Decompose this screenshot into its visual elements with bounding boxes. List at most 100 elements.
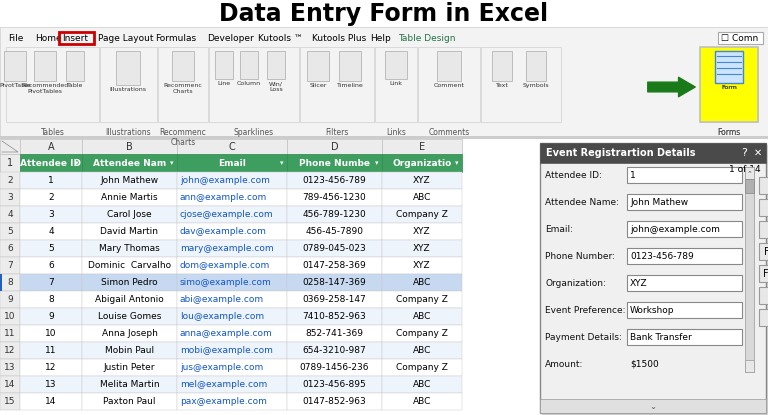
Text: 456-789-1230: 456-789-1230 xyxy=(303,210,366,219)
Text: C: C xyxy=(229,142,235,151)
Text: 7: 7 xyxy=(48,278,54,287)
Bar xyxy=(82,189,177,206)
Bar xyxy=(627,302,742,318)
Text: ABC: ABC xyxy=(413,397,431,406)
Bar xyxy=(759,287,768,304)
Text: 14: 14 xyxy=(5,380,15,389)
Bar xyxy=(382,139,462,154)
Text: 456-45-7890: 456-45-7890 xyxy=(306,227,363,236)
Text: Line: Line xyxy=(217,81,230,86)
Bar xyxy=(627,221,742,237)
Bar xyxy=(715,51,743,83)
Bar xyxy=(287,342,382,359)
Bar xyxy=(382,274,462,291)
Bar xyxy=(718,32,763,44)
Bar xyxy=(382,359,462,376)
Text: Abigail Antonio: Abigail Antonio xyxy=(95,295,164,304)
Bar xyxy=(540,143,766,163)
Bar xyxy=(287,257,382,274)
Text: Anna Joseph: Anna Joseph xyxy=(101,329,157,338)
Text: Illustrations: Illustrations xyxy=(110,87,147,92)
Bar xyxy=(382,393,462,410)
Text: Kutools Plus: Kutools Plus xyxy=(312,34,366,43)
Bar xyxy=(287,154,382,172)
Bar xyxy=(0,206,20,223)
Bar xyxy=(0,393,20,410)
Text: Bank Transfer: Bank Transfer xyxy=(630,332,692,342)
Text: 15: 15 xyxy=(5,397,16,406)
Bar xyxy=(20,359,82,376)
Bar xyxy=(0,139,20,154)
Bar xyxy=(20,189,82,206)
Text: 654-3210-987: 654-3210-987 xyxy=(303,346,366,355)
Text: Email:: Email: xyxy=(545,225,573,234)
Text: Paxton Paul: Paxton Paul xyxy=(103,397,156,406)
Text: Payment Details:: Payment Details: xyxy=(545,332,622,342)
Bar xyxy=(0,359,20,376)
Bar xyxy=(382,308,462,325)
Bar xyxy=(745,167,754,372)
Text: 1 of 14: 1 of 14 xyxy=(730,165,761,174)
Text: 0258-147-369: 0258-147-369 xyxy=(303,278,366,287)
Text: ann@example.com: ann@example.com xyxy=(180,193,267,202)
Text: Simon Pedro: Simon Pedro xyxy=(101,278,157,287)
Text: Slicer: Slicer xyxy=(310,83,326,88)
Bar xyxy=(382,291,462,308)
Bar xyxy=(59,32,94,44)
Bar xyxy=(240,51,258,79)
Text: Company Z: Company Z xyxy=(396,295,448,304)
Text: Attendee Name:: Attendee Name: xyxy=(545,198,619,207)
Bar xyxy=(0,240,20,257)
Text: Workshop: Workshop xyxy=(630,305,674,315)
Text: Forms: Forms xyxy=(717,128,740,137)
Text: ☐ Comn: ☐ Comn xyxy=(721,34,759,42)
Text: 14: 14 xyxy=(45,397,57,406)
Bar xyxy=(0,325,20,342)
Bar xyxy=(20,291,82,308)
Bar xyxy=(82,257,177,274)
Text: abi@example.com: abi@example.com xyxy=(180,295,264,304)
Bar xyxy=(382,189,462,206)
Text: 0789-045-023: 0789-045-023 xyxy=(303,244,366,253)
Text: Data Entry Form in Excel: Data Entry Form in Excel xyxy=(220,2,548,26)
Text: ABC: ABC xyxy=(413,380,431,389)
Text: 5: 5 xyxy=(7,227,13,236)
Text: ▾: ▾ xyxy=(170,160,174,166)
Text: Table: Table xyxy=(67,83,83,88)
Text: Annie Martis: Annie Martis xyxy=(101,193,157,202)
Bar xyxy=(82,223,177,240)
Bar xyxy=(700,47,758,122)
Text: 7410-852-963: 7410-852-963 xyxy=(303,312,366,321)
Bar xyxy=(287,376,382,393)
Text: 12: 12 xyxy=(5,346,15,355)
Text: John Mathew: John Mathew xyxy=(101,176,158,185)
Bar xyxy=(759,177,768,194)
Bar xyxy=(82,325,177,342)
Bar xyxy=(382,257,462,274)
Text: Attendee Nam: Attendee Nam xyxy=(93,159,166,168)
Bar xyxy=(745,360,754,372)
Text: 5: 5 xyxy=(48,244,54,253)
Text: Phone Number:: Phone Number: xyxy=(545,251,615,261)
Text: Event Preference:: Event Preference: xyxy=(545,305,625,315)
Bar xyxy=(287,291,382,308)
Bar xyxy=(20,139,82,154)
Text: cjose@example.com: cjose@example.com xyxy=(180,210,273,219)
Text: 0123-456-895: 0123-456-895 xyxy=(303,380,366,389)
Text: 3: 3 xyxy=(48,210,54,219)
Text: Mobin Paul: Mobin Paul xyxy=(105,346,154,355)
Text: 10: 10 xyxy=(45,329,57,338)
Bar xyxy=(382,154,462,172)
Text: XYZ: XYZ xyxy=(630,278,647,288)
Bar xyxy=(287,139,382,154)
Text: 1: 1 xyxy=(7,158,13,168)
Text: 0789-1456-236: 0789-1456-236 xyxy=(300,363,369,372)
Text: Organization:: Organization: xyxy=(545,278,606,288)
Text: ▾: ▾ xyxy=(75,160,79,166)
Text: lou@example.com: lou@example.com xyxy=(180,312,264,321)
Text: Forms: Forms xyxy=(717,128,740,137)
FancyArrowPatch shape xyxy=(647,77,695,97)
Bar xyxy=(382,223,462,240)
Bar xyxy=(627,248,742,264)
Bar xyxy=(0,291,20,308)
